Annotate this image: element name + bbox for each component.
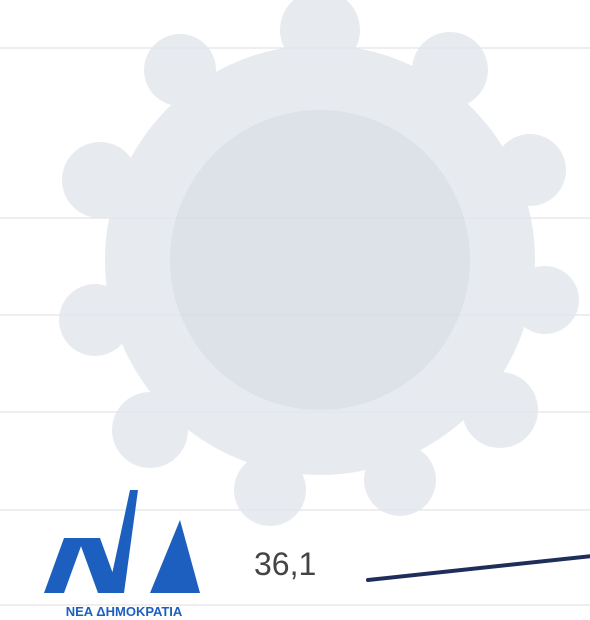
logo-text: ΝΕΑ ΔΗΜΟΚΡΑΤΙΑ	[66, 604, 183, 619]
virus-background	[59, 0, 579, 526]
logo: ΝΕΑ ΔΗΜΟΚΡΑΤΙΑ	[44, 490, 200, 619]
trend-line	[366, 554, 590, 582]
value-label: 36,1	[254, 546, 316, 582]
